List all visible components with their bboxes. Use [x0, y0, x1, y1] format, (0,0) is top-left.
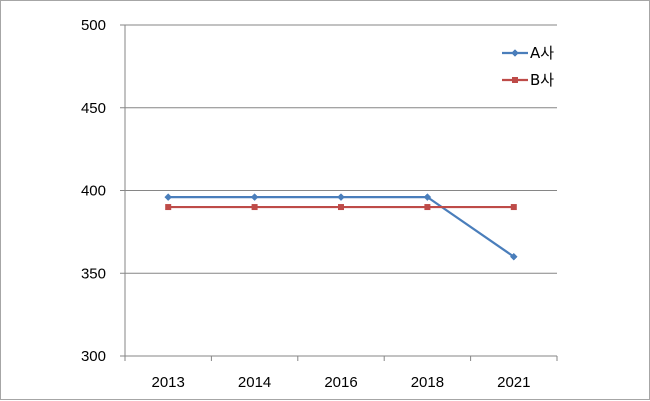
y-axis-ticks: 300 350 400 450 500: [81, 17, 106, 365]
x-tick-label: 2014: [238, 374, 271, 391]
data-point: [165, 204, 172, 211]
axes: [120, 24, 558, 361]
data-point: [337, 193, 345, 201]
y-tick-label: 500: [81, 17, 106, 34]
series-group: [164, 193, 518, 261]
data-point: [510, 204, 517, 211]
data-point: [424, 204, 431, 211]
legend-item: A사: [502, 44, 554, 62]
y-tick-label: 450: [81, 100, 106, 117]
legend-item: B사: [502, 71, 554, 89]
legend: A사 B사: [502, 44, 554, 89]
data-point: [251, 204, 258, 211]
x-tick-label: 2018: [411, 374, 444, 391]
y-tick-label: 400: [81, 183, 106, 200]
data-point: [338, 204, 344, 211]
x-tick-label: 2013: [152, 374, 185, 391]
gridlines: [125, 24, 557, 274]
legend-swatch-marker: [512, 77, 518, 83]
series-a: [164, 193, 518, 261]
legend-label: B사: [530, 71, 554, 89]
legend-label: A사: [530, 44, 554, 62]
data-point: [509, 252, 518, 261]
x-axis-ticks: 2013 2014 2016 2018 2021: [152, 374, 531, 391]
legend-swatch-marker: [511, 49, 519, 57]
x-tick-label: 2021: [497, 374, 530, 391]
series-b: [165, 204, 517, 211]
data-point: [423, 193, 432, 201]
data-point: [164, 193, 173, 201]
data-point: [250, 193, 259, 201]
y-tick-label: 300: [81, 348, 106, 365]
x-tick-label: 2016: [324, 374, 357, 391]
y-tick-label: 350: [81, 265, 106, 282]
